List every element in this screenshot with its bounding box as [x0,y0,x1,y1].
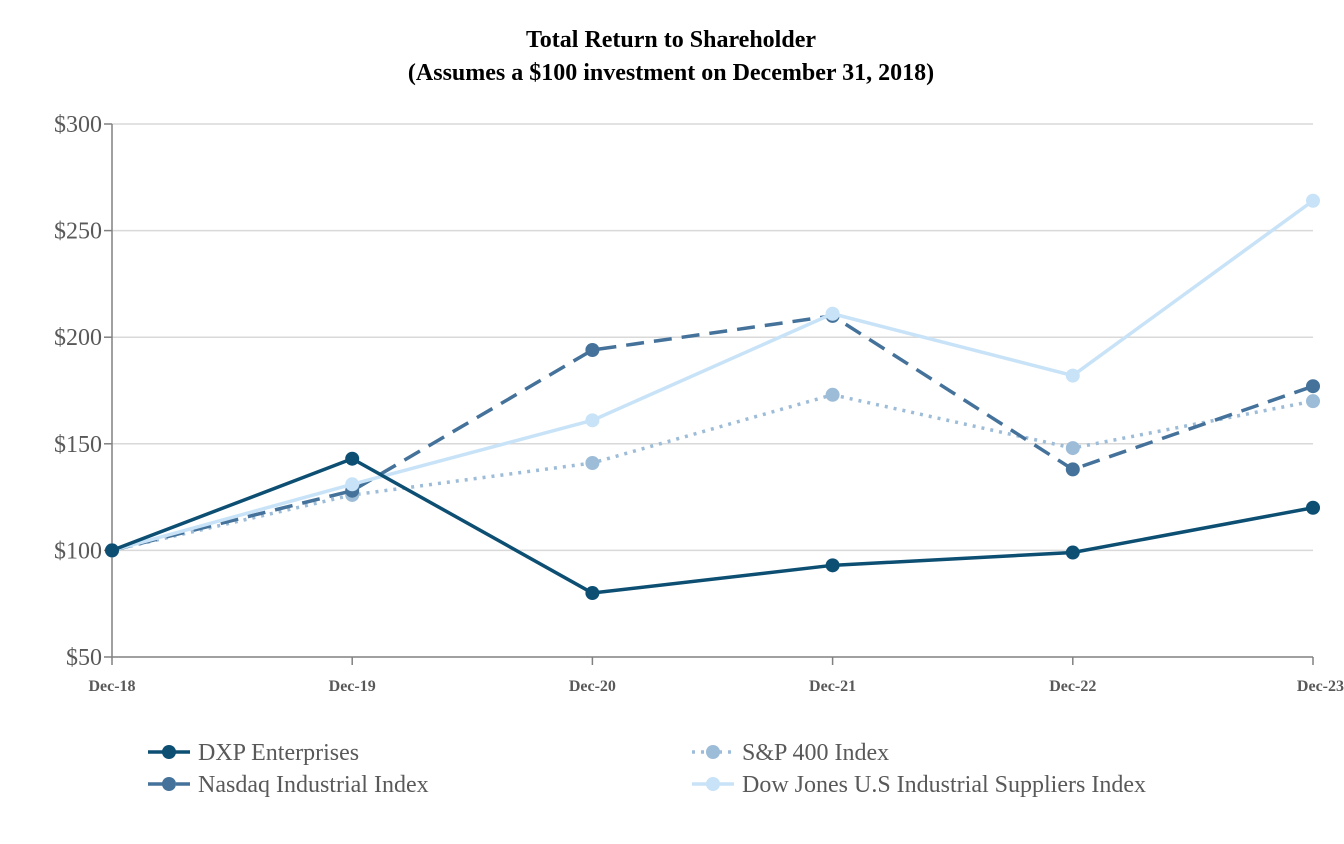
y-tick-label: $200 [54,325,102,351]
y-tick-label: $300 [54,112,102,138]
data-point [1306,193,1320,208]
data-point [585,586,600,601]
y-tick-labels: $50 $100 $150 $200 $250 $300 [54,112,102,671]
x-tick-label: Dec-22 [1049,678,1096,695]
legend-marker [706,777,720,791]
data-point [1065,545,1080,560]
data-point [345,451,360,466]
y-tick-label: $250 [54,219,102,245]
x-tick-label: Dec-20 [569,678,616,695]
x-tick-label: Dec-19 [329,678,376,695]
data-point [585,413,600,428]
series-dow-jones-u-s-industrial-suppliers-index [105,193,1320,558]
chart-subtitle: (Assumes a $100 investment on December 3… [408,60,934,86]
legend-item-dxp-enterprises: DXP Enterprises [148,740,359,766]
data-point [105,543,119,558]
gridlines [112,123,1313,552]
legend-item-dow-jones-u-s-industrial-suppliers-index: Dow Jones U.S Industrial Suppliers Index [692,772,1146,798]
legend-label: DXP Enterprises [198,740,359,766]
legend-label: Nasdaq Industrial Index [198,772,429,798]
y-tick-label: $150 [54,432,102,458]
series-line [111,456,1314,595]
legend-marker [162,745,176,759]
legend-marker [706,745,720,759]
series-lines [105,193,1320,601]
series-dxp-enterprises [105,451,1320,601]
data-point [1065,441,1080,456]
y-tick-label: $50 [66,645,102,671]
legend-label: S&P 400 Index [742,740,889,766]
legend-item-s-p-400-index: S&P 400 Index [692,740,889,766]
series-nasdaq-industrial-index [105,308,1320,558]
data-point [825,387,840,402]
x-tick-label: Dec-21 [809,678,856,695]
series-line [111,314,1314,553]
axes [104,123,1314,665]
x-tick-label: Dec-23 [1297,678,1344,695]
data-point [825,306,840,321]
chart-title: Total Return to Shareholder [526,27,816,53]
legend-item-nasdaq-industrial-index: Nasdaq Industrial Index [148,772,429,798]
series-s-p-400-index [105,387,1320,558]
data-point [1065,368,1080,383]
legend: DXP Enterprises S&P 400 Index Nasdaq Indus… [148,740,1146,798]
legend-marker [162,777,176,791]
y-tick-label: $100 [54,538,102,564]
data-point [825,558,840,573]
data-point [585,342,600,357]
x-tick-labels: Dec-18 Dec-19 Dec-20 Dec-21 Dec-22 Dec-23 [88,678,1344,695]
data-point [1306,500,1320,515]
legend-label: Dow Jones U.S Industrial Suppliers Index [742,772,1146,798]
data-point [345,477,360,492]
data-point [1306,394,1320,409]
data-point [585,455,600,470]
data-point [1306,379,1320,394]
x-tick-label: Dec-18 [88,678,135,695]
data-point [1065,462,1080,477]
series-line [111,199,1315,553]
series-line [111,393,1314,553]
